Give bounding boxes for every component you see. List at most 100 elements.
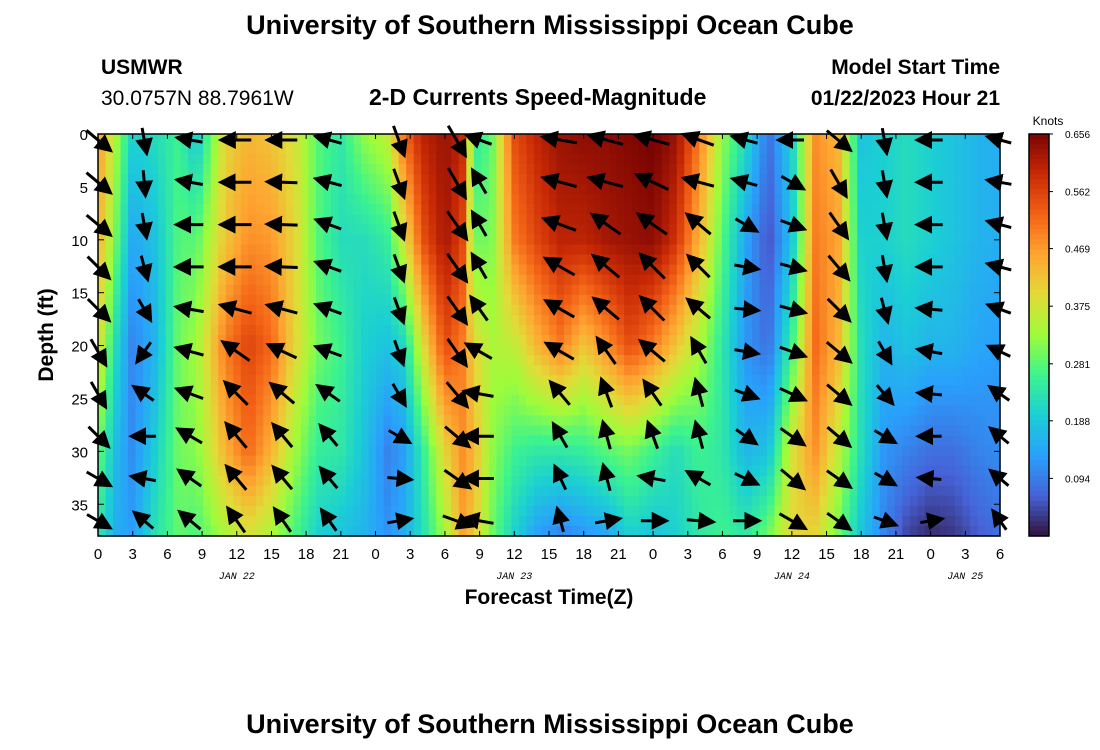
heatmap-cell [744,164,753,175]
heatmap-cell [331,134,340,145]
heatmap-cell [481,355,490,366]
heatmap-cell [406,385,415,396]
heatmap-cell [774,224,783,236]
heatmap-cell [120,435,129,447]
heatmap-cell [541,194,550,205]
current-arrow [873,511,900,529]
heatmap-cell [797,415,806,427]
heatmap-cell [879,294,888,306]
chart-subtitle: 2-D Currents Speed-Magnitude [369,84,707,110]
heatmap-cell [473,244,482,256]
heatmap-cell [518,164,528,175]
heatmap-cell [782,335,791,346]
heatmap-cell [255,485,264,497]
heatmap-cell [165,385,174,396]
heatmap-cell [120,335,129,346]
heatmap-cell [158,284,167,296]
heatmap-cell [639,324,648,336]
heatmap-cell [616,335,625,346]
heatmap-cell [128,254,137,266]
heatmap-cell [443,355,452,366]
heatmap-cell [616,164,625,175]
current-arrow [920,512,946,531]
heatmap-cell [842,455,851,467]
heatmap-cell [346,415,355,427]
heatmap-cell [729,465,738,477]
heatmap-cell [113,365,122,376]
heatmap-cell [436,164,445,175]
heatmap-cell [624,375,633,386]
heatmap-cell [278,274,287,286]
heatmap-cell [421,254,430,266]
heatmap-cell [691,164,700,175]
heatmap-cell [624,495,633,507]
heatmap-cell [601,284,610,296]
heatmap-cell [579,324,588,336]
heatmap-cell [398,244,407,256]
heatmap-cell [240,244,249,256]
heatmap-cell [857,204,866,215]
heatmap-cell [579,244,588,256]
heatmap-cell [714,405,723,416]
heatmap-cell [789,485,798,497]
heatmap-cell [331,465,340,477]
heatmap-cell [98,495,107,507]
heatmap-cell [549,525,558,537]
heatmap-cell [586,164,595,175]
heatmap-cell [917,425,926,437]
heatmap-cell [315,294,325,306]
heatmap-cell [586,355,595,366]
heatmap-cell [609,495,618,507]
heatmap-cell [361,345,370,356]
heatmap-cell [842,324,851,336]
heatmap-cell [939,304,948,316]
heatmap-cell [361,525,370,537]
speed-heatmap [98,134,1001,537]
heatmap-cell [150,395,159,406]
heatmap-cell [180,254,189,266]
heatmap-cell [158,455,167,467]
heatmap-cell [601,495,610,507]
heatmap-cell [564,194,573,205]
heatmap-cell [225,355,234,366]
heatmap-cell [962,274,971,286]
heatmap-cell [812,525,821,537]
heatmap-cell [263,415,272,427]
heatmap-cell [526,154,535,165]
heatmap-cell [954,244,964,256]
heatmap-cell [819,254,828,266]
heatmap-cell [819,465,828,477]
heatmap-cell [443,204,452,215]
heatmap-cell [128,264,137,276]
heatmap-cell [120,355,129,366]
current-arrow [779,342,809,360]
heatmap-cell [143,244,152,256]
heatmap-cell [406,465,415,477]
heatmap-cell [586,405,595,416]
heatmap-cell [812,505,821,517]
model-start-time: 01/22/2023 Hour 21 [810,87,1000,110]
heatmap-cell [98,194,107,205]
heatmap-cell [646,485,655,497]
heatmap-cell [376,304,385,316]
heatmap-cell [939,214,948,226]
heatmap-cell [481,495,490,507]
heatmap-cell [150,405,159,416]
heatmap-cell [383,525,392,537]
heatmap-cell [346,244,355,256]
heatmap-cell [203,304,212,316]
heatmap-cell [120,455,129,467]
heatmap-cell [158,335,167,346]
heatmap-cell [150,164,159,175]
heatmap-cell [849,515,858,527]
heatmap-cell [721,164,730,175]
heatmap-cell [909,144,918,155]
heatmap-cell [706,395,715,406]
heatmap-cell [376,214,385,226]
heatmap-cell [586,465,595,477]
heatmap-cell [113,184,122,195]
heatmap-cell [571,425,580,437]
heatmap-cell [173,294,182,306]
heatmap-cell [729,335,738,346]
heatmap-cell [917,365,926,376]
